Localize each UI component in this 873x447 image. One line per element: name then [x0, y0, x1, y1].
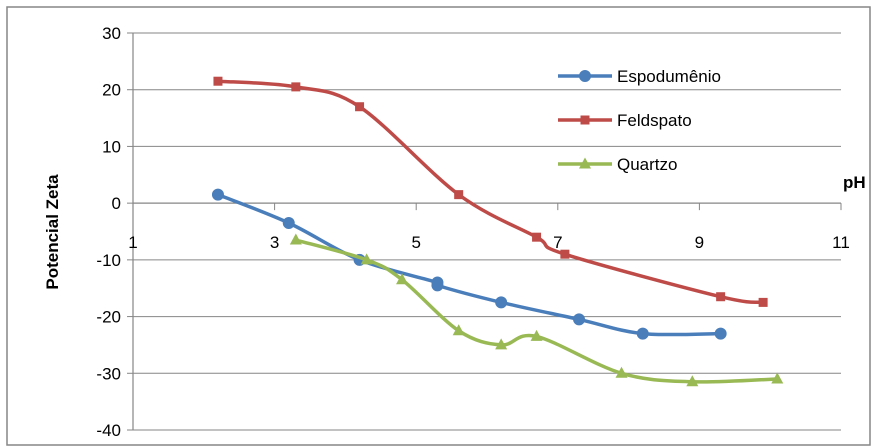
data-point-espodumenio — [636, 327, 649, 340]
data-point-quartzo — [771, 372, 784, 384]
series — [211, 76, 784, 387]
legend-item-quartzo: Quartzo — [558, 155, 677, 174]
series-feldspato — [213, 76, 768, 307]
data-point-espodumenio — [211, 188, 224, 201]
legend-label: Quartzo — [617, 155, 677, 174]
data-point-feldspato — [758, 297, 768, 307]
legend-label: Feldspato — [617, 111, 692, 130]
y-tick-label: 30 — [102, 24, 121, 43]
chart-border — [6, 6, 871, 446]
data-point-feldspato — [291, 82, 301, 92]
y-tick-label: -10 — [96, 251, 121, 270]
tick-labels: 30 20 10 0 -10 -20 -30 -40 1 3 5 7 9 11 — [96, 24, 849, 440]
legend-item-feldspato: Feldspato — [558, 111, 692, 130]
y-tick-label: 10 — [102, 137, 121, 156]
y-tick-label: 0 — [112, 194, 121, 213]
data-point-espodumenio — [573, 313, 586, 326]
data-point-espodumenio — [431, 279, 444, 292]
gridlines — [133, 32, 841, 431]
data-point-espodumenio — [282, 216, 295, 229]
legend-item-espodumenio: Espodumênio — [558, 67, 721, 86]
y-axis-title: Potencial Zeta — [43, 174, 62, 290]
axes — [127, 32, 842, 431]
data-point-quartzo — [452, 324, 465, 336]
data-point-quartzo — [289, 233, 302, 245]
data-point-quartzo — [495, 338, 508, 350]
legend-marker — [579, 157, 591, 169]
series-line-feldspato — [216, 79, 765, 305]
legend-label: Espodumênio — [617, 67, 721, 86]
data-point-feldspato — [213, 76, 223, 86]
data-point-feldspato — [716, 292, 726, 302]
x-tick-label: 7 — [553, 233, 562, 252]
y-tick-label: -20 — [96, 308, 121, 327]
y-tick-label: -40 — [96, 421, 121, 440]
data-point-quartzo — [360, 253, 373, 265]
data-point-quartzo — [615, 366, 628, 378]
x-tick-label: 9 — [695, 233, 704, 252]
data-point-espodumenio — [495, 296, 508, 309]
data-point-feldspato — [454, 190, 464, 200]
x-axis-title: pH — [843, 173, 866, 192]
legend-marker — [580, 115, 590, 125]
data-point-quartzo — [530, 329, 543, 341]
y-tick-label: -30 — [96, 364, 121, 383]
series-quartzo — [289, 233, 784, 387]
legend-marker — [579, 70, 591, 82]
data-point-espodumenio — [714, 327, 727, 340]
data-point-feldspato — [355, 102, 365, 112]
x-tick-label: 11 — [832, 233, 850, 252]
data-point-quartzo — [686, 375, 699, 387]
x-tick-label: 5 — [411, 233, 420, 252]
y-tick-label: 20 — [102, 81, 121, 100]
x-tick-label: 3 — [270, 233, 279, 252]
legend: Espodumênio Feldspato Quartzo — [558, 67, 721, 174]
x-tick-label: 1 — [128, 233, 137, 252]
data-point-feldspato — [532, 232, 542, 242]
data-point-quartzo — [396, 273, 409, 285]
data-point-feldspato — [560, 249, 570, 259]
